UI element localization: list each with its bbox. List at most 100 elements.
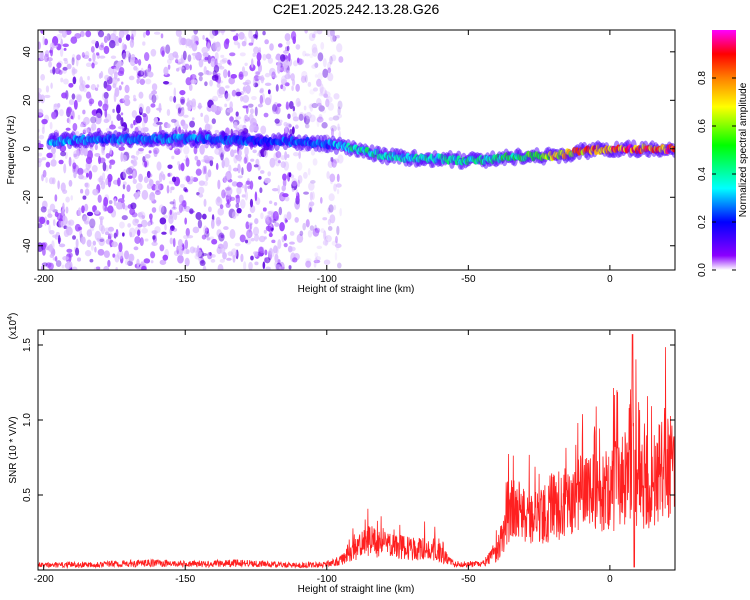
- noise-speckle: [198, 193, 204, 198]
- noise-speckle: [320, 41, 325, 50]
- spectrogram-y-tick-label: 0: [22, 146, 33, 152]
- noise-speckle: [159, 259, 167, 265]
- noise-speckle: [264, 215, 269, 221]
- noise-speckle: [284, 151, 288, 161]
- noise-speckle: [307, 202, 313, 213]
- noise-speckle: [176, 67, 180, 72]
- noise-speckle: [105, 127, 111, 132]
- noise-speckle: [198, 180, 205, 186]
- noise-speckle: [271, 239, 276, 244]
- noise-speckle: [51, 240, 55, 250]
- noise-speckle: [222, 251, 227, 260]
- noise-speckle: [297, 179, 300, 188]
- noise-speckle: [275, 151, 282, 159]
- noise-speckle: [38, 242, 44, 252]
- noise-speckle: [82, 109, 86, 115]
- noise-speckle: [292, 180, 298, 187]
- noise-speckle: [331, 159, 337, 168]
- noise-speckle: [191, 43, 198, 52]
- noise-speckle: [54, 234, 59, 240]
- noise-speckle: [171, 206, 177, 210]
- noise-speckle: [219, 204, 224, 209]
- noise-speckle: [57, 180, 60, 190]
- noise-speckle: [38, 41, 41, 50]
- noise-speckle: [45, 161, 51, 168]
- noise-speckle: [233, 149, 237, 154]
- noise-speckle: [137, 70, 145, 77]
- noise-speckle: [41, 126, 45, 135]
- noise-speckle: [165, 44, 171, 54]
- noise-speckle: [264, 82, 272, 86]
- noise-speckle: [104, 206, 109, 212]
- noise-speckle: [204, 56, 209, 61]
- noise-speckle: [108, 40, 116, 49]
- noise-speckle: [202, 265, 207, 270]
- noise-speckle: [49, 121, 53, 130]
- noise-speckle: [106, 33, 109, 43]
- noise-speckle: [57, 234, 61, 245]
- noise-speckle: [86, 172, 89, 178]
- colorbar-tick-label: 0.2: [697, 215, 708, 229]
- noise-speckle: [73, 99, 78, 110]
- noise-speckle: [54, 194, 58, 202]
- noise-speckle: [309, 103, 314, 112]
- snr-x-ticks: -200 -150 -100 -50 0: [34, 330, 613, 585]
- noise-speckle: [266, 214, 270, 223]
- noise-speckle: [98, 155, 102, 165]
- noise-speckle: [318, 105, 325, 112]
- noise-speckle: [138, 103, 145, 113]
- noise-speckle: [262, 53, 267, 61]
- noise-speckle: [264, 97, 272, 106]
- noise-speckle: [132, 160, 138, 167]
- noise-speckle: [59, 109, 64, 117]
- noise-speckle: [49, 230, 55, 235]
- noise-speckle: [158, 204, 165, 213]
- noise-speckle: [180, 183, 185, 189]
- noise-speckle: [331, 240, 339, 246]
- noise-speckle: [198, 186, 205, 195]
- noise-speckle: [323, 93, 329, 98]
- noise-speckle: [43, 242, 48, 248]
- noise-speckle: [186, 235, 194, 239]
- noise-speckle: [305, 257, 312, 263]
- noise-speckle: [89, 258, 94, 263]
- noise-speckle: [162, 254, 169, 261]
- noise-speckle: [235, 91, 242, 97]
- noise-speckle: [82, 215, 90, 223]
- colorbar-gradient: [712, 30, 736, 270]
- noise-speckle: [113, 232, 117, 239]
- noise-speckle: [175, 59, 179, 64]
- noise-speckle: [260, 170, 265, 174]
- noise-speckle: [169, 227, 173, 236]
- noise-speckle: [46, 152, 54, 159]
- noise-speckle: [262, 261, 266, 270]
- noise-speckle: [232, 35, 239, 42]
- noise-speckle: [275, 264, 282, 270]
- noise-speckle: [151, 207, 157, 213]
- noise-speckle: [330, 32, 336, 43]
- noise-speckle: [316, 102, 322, 107]
- noise-speckle: [38, 134, 45, 140]
- noise-speckle: [94, 230, 102, 241]
- noise-speckle: [103, 91, 109, 99]
- noise-speckle: [242, 94, 250, 103]
- noise-speckle: [72, 162, 77, 170]
- noise-speckle: [328, 204, 334, 213]
- noise-speckle: [212, 41, 218, 52]
- noise-speckle: [226, 108, 233, 113]
- noise-speckle: [275, 84, 279, 92]
- noise-speckle: [325, 98, 330, 108]
- noise-speckle: [151, 193, 155, 197]
- noise-speckle: [218, 232, 225, 242]
- noise-speckle: [190, 79, 197, 85]
- noise-speckle: [118, 85, 122, 91]
- noise-speckle: [271, 74, 278, 79]
- noise-speckle: [97, 100, 103, 107]
- noise-speckle: [104, 108, 108, 118]
- spectrogram-x-tick-label: -200: [34, 274, 54, 285]
- noise-speckle: [289, 241, 295, 245]
- noise-speckle: [143, 258, 151, 264]
- noise-speckle: [153, 116, 159, 124]
- noise-speckle: [178, 203, 183, 214]
